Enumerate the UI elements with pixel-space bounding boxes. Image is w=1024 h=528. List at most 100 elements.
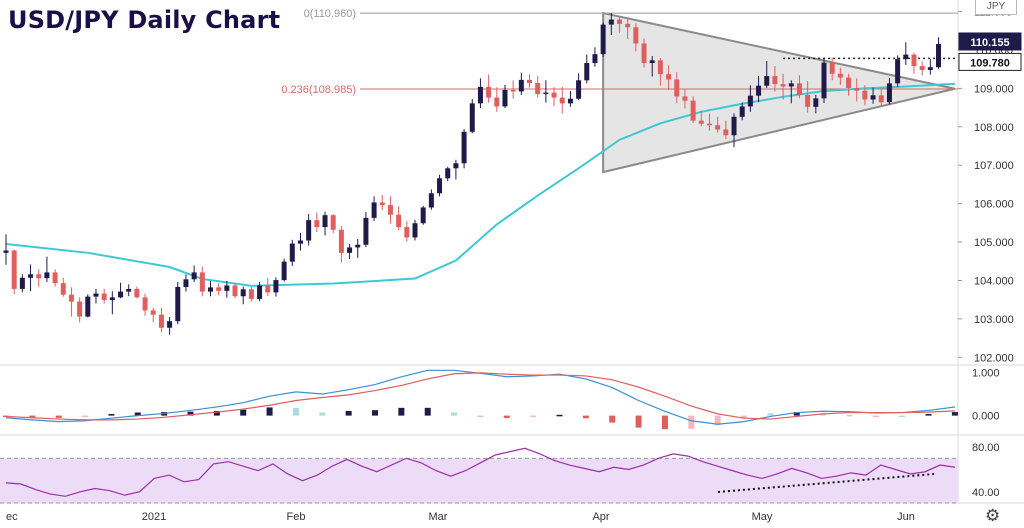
candle-body bbox=[494, 97, 500, 107]
candle-body bbox=[567, 98, 573, 104]
triangle-pattern bbox=[602, 11, 956, 174]
candle-body bbox=[551, 92, 557, 98]
candle-body bbox=[633, 27, 639, 44]
x-tick-label: May bbox=[752, 511, 773, 523]
candle-body bbox=[118, 291, 124, 298]
candle-body bbox=[232, 285, 238, 297]
macd-histogram-bar bbox=[609, 415, 616, 423]
candle-body bbox=[927, 67, 933, 70]
y-tick-label: 103.000 bbox=[974, 314, 1014, 326]
candle-body bbox=[469, 103, 475, 132]
candle-body bbox=[306, 220, 312, 241]
candle-body bbox=[19, 277, 25, 289]
candle-body bbox=[248, 289, 254, 299]
candle-body bbox=[641, 43, 647, 64]
candle-body bbox=[657, 60, 663, 75]
candle-body bbox=[297, 240, 303, 244]
candle-body bbox=[396, 214, 402, 228]
candle-body bbox=[592, 54, 598, 64]
currency-label: JPY bbox=[975, 0, 1017, 15]
candle-body bbox=[772, 76, 778, 85]
candle-body bbox=[854, 87, 860, 91]
price-label-box bbox=[958, 52, 1022, 71]
macd-histogram-bar bbox=[635, 415, 642, 428]
candle-body bbox=[862, 90, 868, 100]
candle-body bbox=[756, 85, 762, 96]
y-tick-label: 104.000 bbox=[974, 275, 1014, 287]
candle-body bbox=[437, 178, 443, 194]
macd-tick-label: 1.000 bbox=[972, 367, 1000, 379]
candle-body bbox=[698, 120, 704, 124]
macd-histogram-bar bbox=[108, 414, 115, 416]
macd-histogram-bar bbox=[398, 407, 405, 416]
candle-body bbox=[208, 287, 213, 292]
macd-histogram-bar bbox=[503, 415, 510, 418]
candle-body bbox=[60, 283, 66, 295]
candle-body bbox=[846, 77, 852, 88]
candle-body bbox=[273, 280, 279, 293]
candle-body bbox=[821, 62, 827, 99]
macd-tick-label: 0.000 bbox=[972, 411, 1000, 423]
candle-body bbox=[404, 227, 410, 238]
candle-body bbox=[428, 193, 434, 208]
candle-body bbox=[739, 106, 745, 117]
candle-body bbox=[126, 288, 132, 292]
candle-body bbox=[322, 215, 328, 228]
candle-body bbox=[543, 92, 549, 95]
candle-body bbox=[347, 247, 353, 253]
candle-body bbox=[886, 83, 892, 103]
candle-body bbox=[895, 59, 901, 84]
candle-body bbox=[11, 250, 17, 289]
candle-body bbox=[796, 83, 802, 95]
candle-body bbox=[240, 289, 246, 297]
candle-body bbox=[837, 73, 843, 78]
candle-body bbox=[919, 66, 925, 70]
gear-icon[interactable]: ⚙ bbox=[985, 506, 1001, 525]
macd-histogram-bar bbox=[3, 415, 9, 418]
candle-body bbox=[420, 207, 426, 224]
macd-histogram-bar bbox=[345, 410, 352, 416]
macd-histogram-bar bbox=[29, 415, 36, 418]
macd-histogram-bar bbox=[714, 415, 721, 425]
candle-body bbox=[715, 125, 721, 130]
macd-histogram-bar bbox=[187, 411, 194, 416]
macd-histogram-bar bbox=[767, 413, 774, 416]
candle-body bbox=[764, 76, 770, 86]
candle-body bbox=[412, 223, 418, 238]
candle-body bbox=[502, 89, 508, 107]
macd-histogram-bar bbox=[899, 415, 906, 418]
candle-body bbox=[68, 294, 74, 302]
macd-histogram-bar bbox=[451, 412, 458, 416]
candle-body bbox=[3, 250, 9, 253]
y-tick-label: 107.000 bbox=[974, 160, 1014, 172]
x-tick-label: Apr bbox=[592, 511, 609, 523]
signal-line bbox=[5, 372, 955, 421]
fibonacci-label: 0(110.960) bbox=[304, 8, 356, 20]
macd-histogram-bar bbox=[556, 414, 563, 417]
candle-body bbox=[257, 285, 263, 299]
candle-body bbox=[224, 285, 230, 291]
candle-body bbox=[559, 97, 565, 104]
candle-body bbox=[281, 261, 287, 281]
candle-body bbox=[477, 86, 483, 104]
x-tick-label: 2021 bbox=[142, 511, 166, 523]
candle-body bbox=[486, 86, 492, 98]
candle-body bbox=[77, 301, 83, 317]
macd-histogram-bar bbox=[688, 415, 695, 429]
candle-body bbox=[878, 95, 884, 103]
candle-body bbox=[788, 83, 794, 87]
candle-body bbox=[387, 205, 393, 215]
candle-body bbox=[330, 215, 336, 230]
y-tick-label: 105.000 bbox=[974, 237, 1014, 249]
candle-body bbox=[723, 129, 729, 136]
candle-body bbox=[167, 321, 173, 328]
macd-histogram-bar bbox=[582, 415, 589, 419]
candle-body bbox=[617, 19, 622, 24]
candle-body bbox=[600, 24, 606, 55]
x-tick-label: Mar bbox=[429, 511, 448, 523]
candle-body bbox=[706, 123, 712, 126]
macd-histogram-bar bbox=[319, 412, 326, 416]
candle-body bbox=[338, 229, 344, 253]
y-tick-label: 108.000 bbox=[974, 122, 1014, 134]
